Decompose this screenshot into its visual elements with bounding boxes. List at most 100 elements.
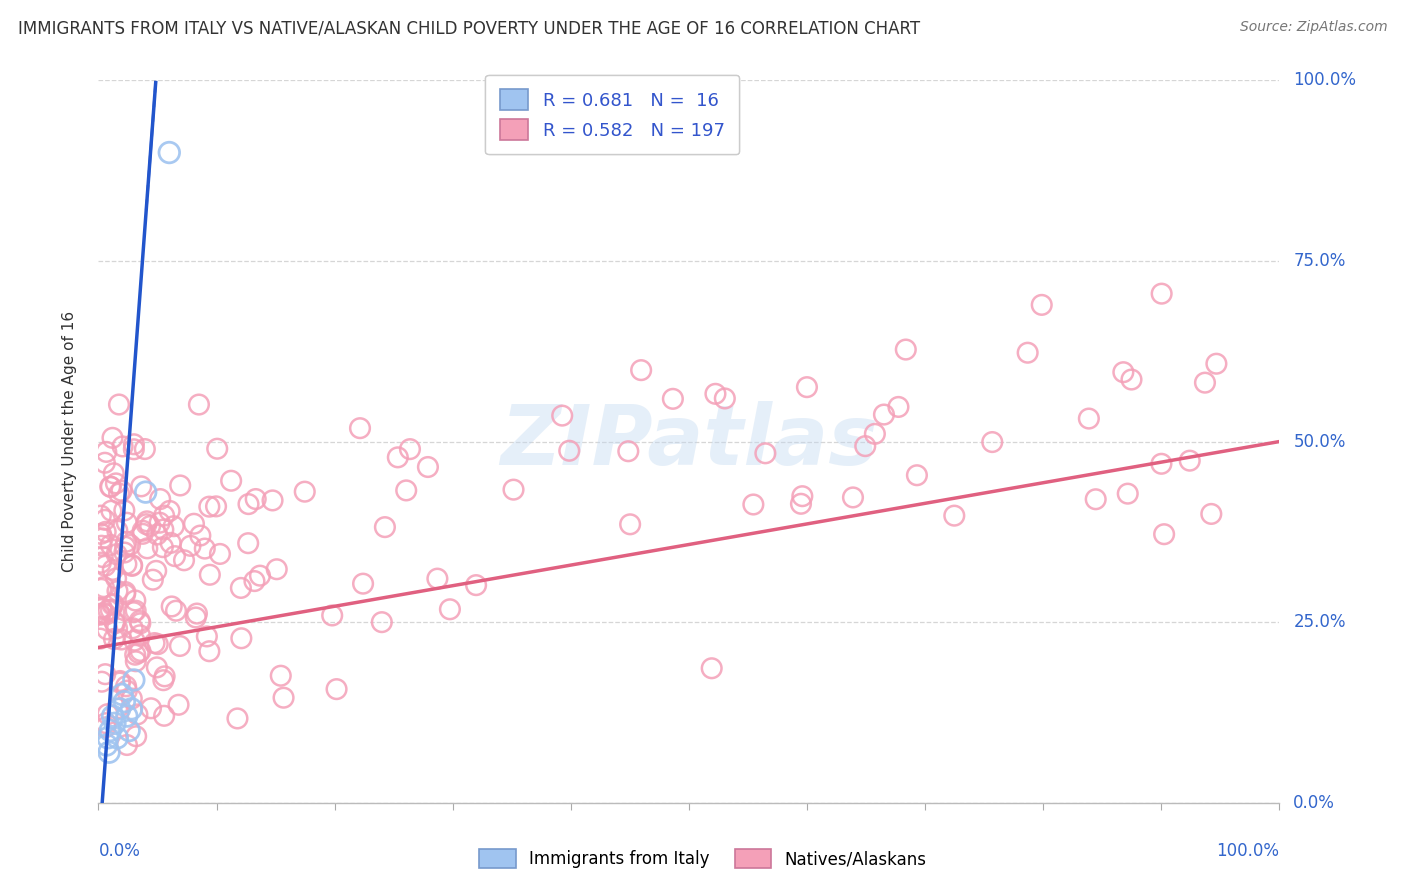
Point — [129, 644, 152, 658]
Point — [125, 654, 148, 668]
Text: 100.0%: 100.0% — [1216, 842, 1279, 860]
Point — [103, 597, 125, 611]
Point — [101, 598, 124, 612]
Point — [90, 508, 112, 523]
Point — [112, 695, 135, 709]
Point — [1116, 486, 1139, 500]
Point — [111, 687, 134, 701]
Point — [96, 607, 118, 622]
Point — [96, 623, 118, 637]
Point — [96, 738, 118, 752]
Point — [325, 682, 347, 697]
Point — [617, 444, 640, 458]
Point — [115, 516, 138, 530]
Point — [146, 660, 169, 674]
Point — [143, 636, 166, 650]
Point — [122, 442, 145, 457]
Point — [104, 476, 127, 491]
Point — [110, 632, 132, 647]
Text: 100.0%: 100.0% — [1294, 71, 1357, 89]
Point — [100, 603, 122, 617]
Point — [134, 442, 156, 456]
Point — [796, 380, 818, 394]
Point — [129, 479, 152, 493]
Point — [135, 517, 157, 532]
Point — [195, 629, 218, 643]
Point — [273, 690, 295, 705]
Point — [96, 445, 118, 459]
Point — [115, 709, 138, 723]
Point — [219, 474, 242, 488]
Point — [128, 614, 150, 628]
Point — [792, 489, 814, 503]
Point — [115, 679, 138, 693]
Point — [108, 675, 131, 690]
Point — [90, 556, 112, 570]
Point — [104, 615, 127, 629]
Point — [198, 644, 221, 658]
Point — [115, 683, 138, 698]
Text: 50.0%: 50.0% — [1294, 433, 1346, 450]
Point — [374, 520, 396, 534]
Point — [238, 497, 260, 511]
Point — [1150, 286, 1173, 301]
Point — [173, 553, 195, 567]
Point — [152, 673, 174, 688]
Point — [1017, 345, 1039, 359]
Point — [179, 539, 201, 553]
Point — [121, 702, 143, 716]
Point — [1150, 457, 1173, 471]
Point — [943, 508, 966, 523]
Point — [114, 540, 136, 554]
Point — [1194, 376, 1216, 390]
Point — [167, 698, 190, 712]
Point — [238, 536, 260, 550]
Point — [105, 731, 128, 745]
Point — [188, 528, 211, 542]
Point — [98, 745, 121, 759]
Point — [169, 639, 191, 653]
Point — [159, 504, 181, 518]
Point — [124, 604, 146, 618]
Point — [122, 437, 145, 451]
Point — [124, 593, 146, 607]
Point — [100, 504, 122, 518]
Point — [439, 602, 461, 616]
Point — [90, 539, 112, 553]
Point — [103, 467, 125, 481]
Point — [842, 491, 865, 505]
Point — [700, 661, 723, 675]
Point — [894, 343, 917, 357]
Point — [111, 439, 134, 453]
Point — [266, 562, 288, 576]
Point — [139, 701, 162, 715]
Point — [108, 673, 131, 688]
Point — [226, 711, 249, 725]
Point — [416, 460, 439, 475]
Point — [853, 439, 876, 453]
Point — [873, 408, 896, 422]
Point — [94, 524, 117, 539]
Point — [905, 468, 928, 483]
Point — [887, 400, 910, 414]
Point — [108, 486, 131, 500]
Point — [229, 581, 252, 595]
Point — [101, 431, 124, 445]
Point — [94, 558, 117, 573]
Point — [714, 392, 737, 406]
Point — [1084, 492, 1107, 507]
Point — [205, 442, 228, 456]
Point — [558, 443, 581, 458]
Point — [93, 607, 115, 621]
Point — [1077, 411, 1099, 425]
Point — [1112, 365, 1135, 379]
Point — [131, 526, 153, 541]
Point — [352, 576, 374, 591]
Point — [551, 409, 574, 423]
Point — [104, 616, 127, 631]
Point — [149, 491, 172, 506]
Point — [270, 669, 292, 683]
Point — [187, 398, 209, 412]
Point — [159, 536, 181, 550]
Point — [93, 580, 115, 594]
